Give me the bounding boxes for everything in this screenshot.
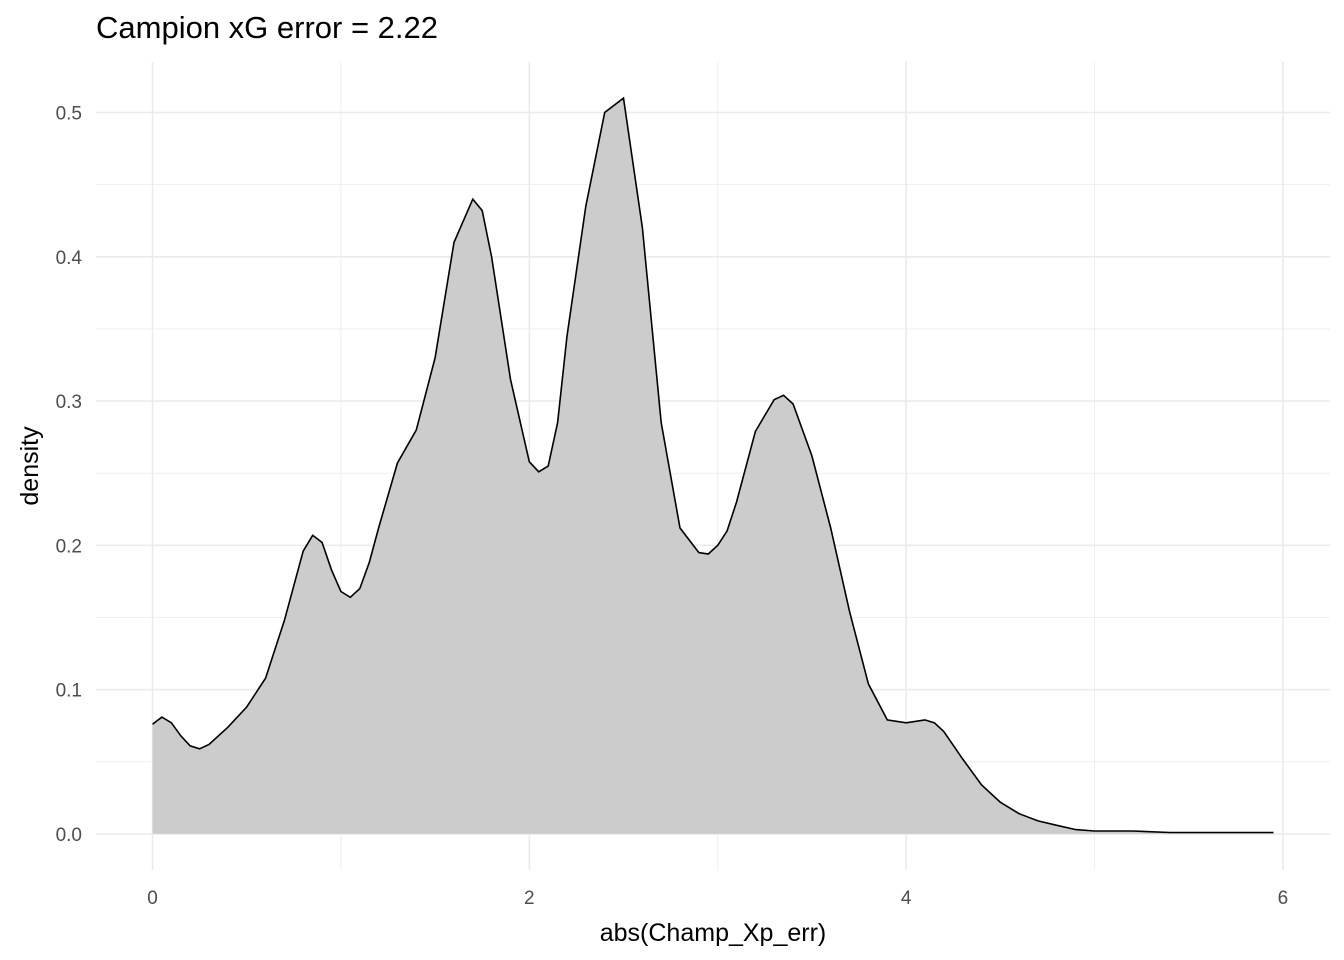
- y-tick-labels: 0.0 0.1 0.2 0.3 0.4 0.5: [56, 104, 83, 846]
- density-area: [152, 98, 1274, 834]
- chart-title: Campion xG error = 2.22: [96, 10, 439, 45]
- x-tick-label: 0: [147, 888, 158, 909]
- y-tick-label: 0.0: [56, 825, 82, 846]
- x-tick-label: 6: [1278, 888, 1289, 909]
- y-axis-title: density: [16, 426, 44, 506]
- x-tick-label: 4: [901, 888, 912, 909]
- x-tick-label: 2: [524, 888, 535, 909]
- x-tick-labels: 0 2 4 6: [147, 888, 1288, 909]
- x-axis-title: abs(Champ_Xp_err): [600, 919, 827, 947]
- y-tick-label: 0.4: [56, 248, 83, 269]
- y-tick-label: 0.1: [56, 681, 82, 702]
- y-tick-label: 0.3: [56, 392, 82, 413]
- density-curve: [152, 96, 1274, 834]
- y-tick-label: 0.5: [56, 104, 82, 125]
- y-tick-label: 0.2: [56, 536, 82, 557]
